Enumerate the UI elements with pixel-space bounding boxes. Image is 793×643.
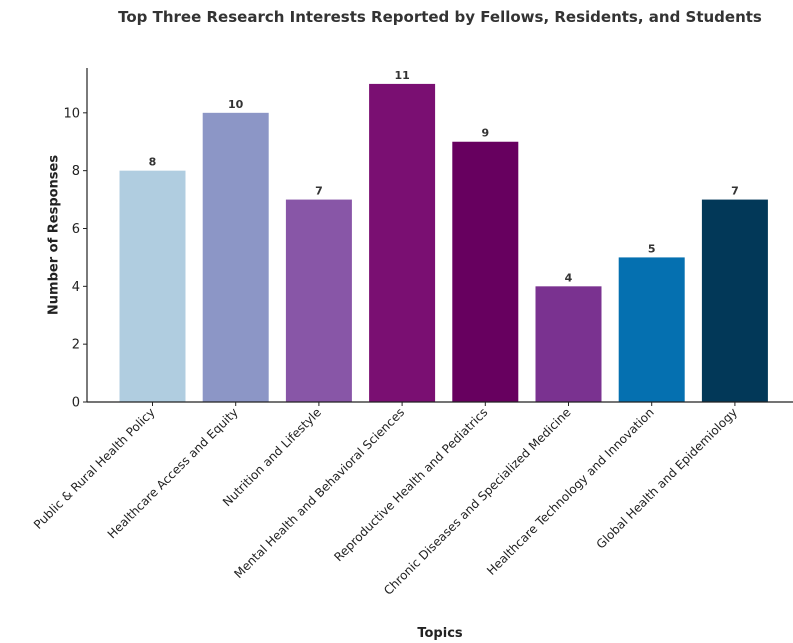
bar [369,83,436,403]
y-tick-label: 4 [72,280,80,295]
x-tick-label: Reproductive Health and Pediatrics [331,405,490,564]
chart-title: Top Three Research Interests Reported by… [118,8,762,26]
x-tick-label: Mental Health and Behavioral Sciences [231,405,407,581]
y-tick-label: 8 [72,164,80,179]
x-tick-label: Global Health and Epidemiology [594,405,740,551]
y-tick-label: 6 [72,222,80,237]
bar [285,199,352,402]
bar-value-label: 5 [648,242,656,255]
bar [618,257,685,402]
x-tick-label: Healthcare Technology and Innovation [484,405,657,578]
bar [701,199,768,402]
x-tick-label: Chronic Diseases and Specialized Medicin… [381,405,574,598]
y-tick-label: 10 [63,106,80,121]
bar [119,170,186,402]
bar [452,141,519,402]
bar [535,286,602,402]
x-tick-label: Healthcare Access and Equity [105,405,241,541]
bar [202,112,269,402]
bar-value-label: 7 [731,185,739,198]
y-tick-label: 0 [72,396,80,411]
bar-value-label: 7 [315,185,323,198]
bar-value-label: 8 [149,156,157,169]
y-tick-label: 2 [72,338,80,353]
bar-value-label: 4 [565,271,573,284]
bar-value-label: 10 [228,98,244,111]
bar-value-label: 11 [394,69,409,82]
bar-value-label: 9 [481,127,489,140]
x-axis-label: Topics [417,626,463,641]
